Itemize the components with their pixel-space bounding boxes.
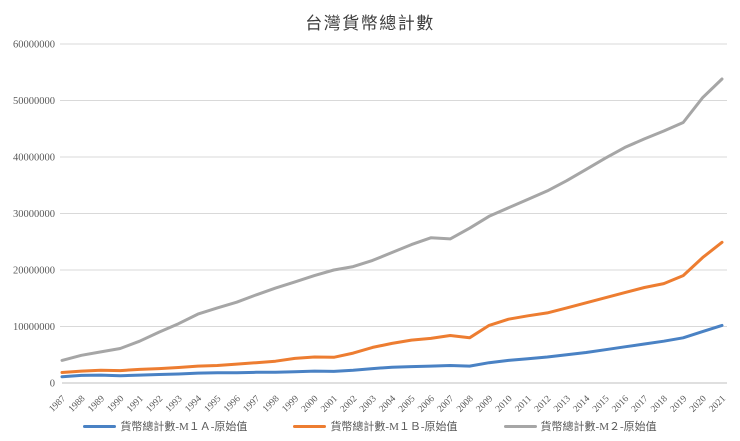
y-axis-labels: 0 10000000 20000000 30000000 40000000 5000000… [13, 40, 55, 390]
legend-swatch-m2-line [503, 424, 537, 428]
y-tick-label: 20000000 [13, 266, 55, 277]
legend-item-m1b: 貨幣總計數-M１Ｂ-原始值 [293, 418, 458, 434]
x-tick-label: 2016 [611, 394, 632, 415]
x-tick-label: 2020 [688, 394, 709, 415]
x-tick-label: 2005 [397, 394, 418, 415]
series-line-2 [60, 77, 724, 362]
x-tick-label: 1992 [145, 394, 166, 415]
x-tick-label: 2012 [533, 394, 554, 415]
legend-item-m2: 貨幣總計數-M２-原始值 [503, 418, 657, 434]
y-tick-label: 60000000 [13, 40, 55, 51]
x-tick-label: 1996 [222, 394, 243, 415]
y-tick-label: 10000000 [13, 322, 55, 333]
x-tick-label: 1998 [261, 394, 282, 415]
y-tick-label: 30000000 [13, 209, 55, 220]
x-tick-label: 2019 [669, 394, 690, 415]
x-tick-label: 1990 [106, 394, 127, 415]
legend-swatch-m1a-line [83, 424, 117, 428]
x-tick-label: 2007 [436, 394, 457, 415]
x-tick-label: 1993 [164, 394, 185, 415]
x-tick-label: 2006 [416, 394, 437, 415]
series-line-0 [60, 323, 724, 379]
x-tick-label: 2001 [319, 394, 340, 415]
y-gridlines [60, 43, 727, 327]
x-tick-label: 2021 [708, 394, 729, 415]
x-tick-label: 2004 [378, 394, 399, 415]
x-tick-label: 1991 [125, 394, 146, 415]
legend-label-m1b: 貨幣總計數-M１Ｂ-原始值 [330, 421, 458, 433]
x-tick-label: 1995 [203, 394, 224, 415]
x-tick-label: 1989 [86, 394, 107, 415]
legend: 貨幣總計數-M１Ａ-原始值 貨幣總計數-M１Ｂ-原始值 貨幣總計數-M２-原始值 [0, 418, 740, 434]
x-tick-label: 2011 [514, 394, 534, 414]
x-tick-label: 1994 [183, 394, 204, 415]
x-tick-label: 2002 [339, 394, 360, 415]
x-tick-label: 2008 [455, 394, 476, 415]
chart-title: 台灣貨幣總計數 [305, 14, 435, 33]
y-tick-label: 50000000 [13, 96, 55, 107]
x-tick-label: 2000 [300, 394, 321, 415]
y-tick-label: 40000000 [13, 153, 55, 164]
legend-item-m1a: 貨幣總計數-M１Ａ-原始值 [83, 418, 247, 434]
x-tick-label: 2009 [475, 394, 496, 415]
legend-label-m1a: 貨幣總計數-M１Ａ-原始值 [120, 421, 248, 433]
plot-area: 0 10000000 20000000 30000000 40000000 5000000… [13, 40, 729, 415]
series-line-1 [60, 240, 724, 374]
x-tick-label: 2003 [358, 394, 379, 415]
legend-label-m2: 貨幣總計數-M２-原始值 [540, 421, 657, 433]
x-tick-label: 2017 [630, 394, 651, 415]
legend-swatch-m1b-line [293, 424, 327, 428]
x-tick-label: 1987 [48, 394, 69, 415]
x-tick-label: 1999 [281, 394, 302, 415]
x-tick-label: 1997 [242, 394, 263, 415]
x-tick-label: 1988 [67, 394, 88, 415]
x-axis-labels: 1987198819891990199119921993199419951996… [48, 394, 729, 415]
x-tick-label: 2013 [552, 394, 573, 415]
x-tick-label: 2010 [494, 394, 515, 415]
x-tick-label: 2014 [572, 394, 593, 415]
x-tick-label: 2018 [649, 394, 670, 415]
x-tick-label: 2015 [591, 394, 612, 415]
y-tick-label: 0 [50, 379, 55, 390]
